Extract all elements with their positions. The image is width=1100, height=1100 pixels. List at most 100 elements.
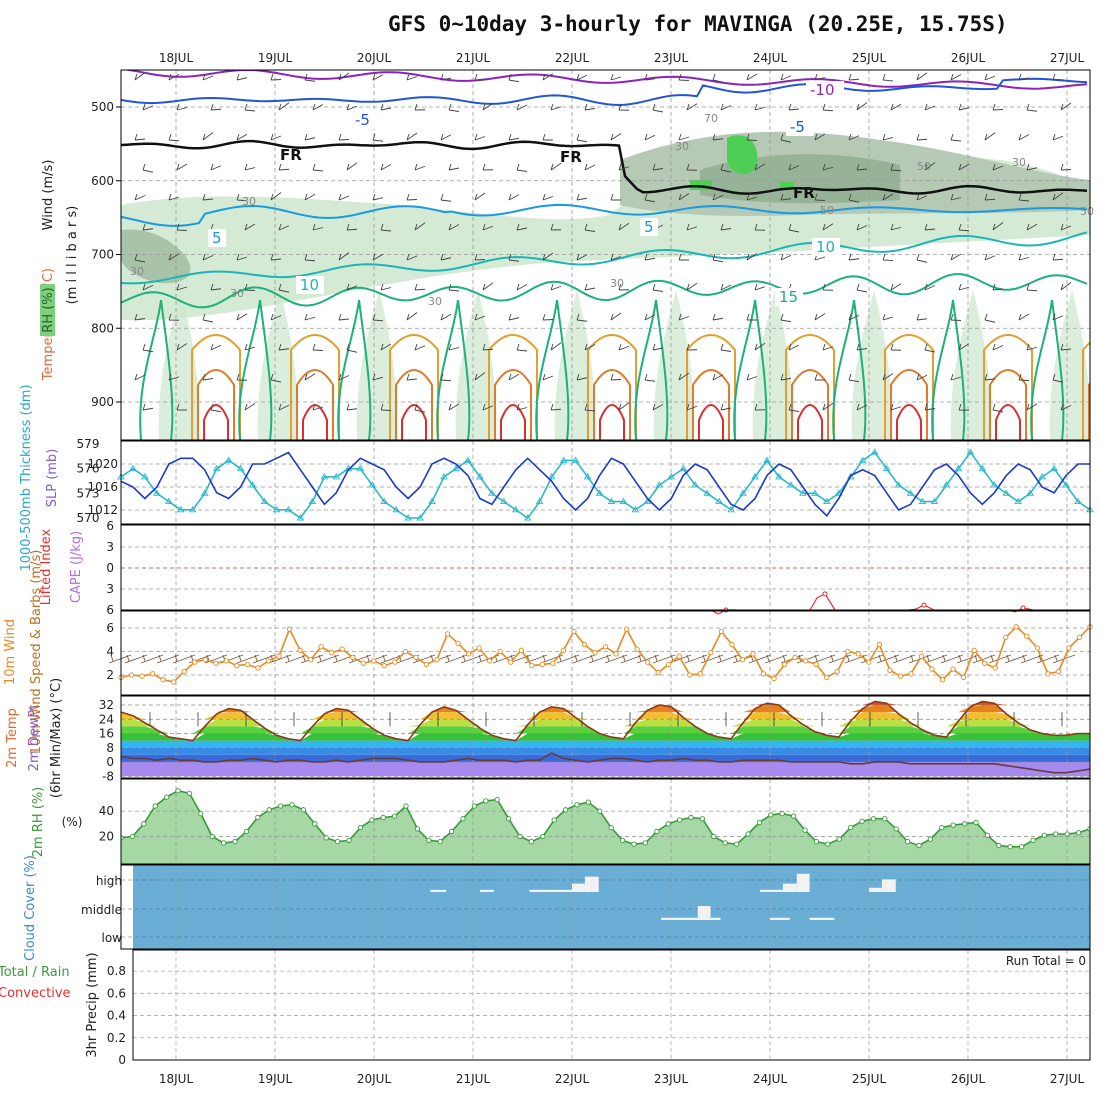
wind-barb bbox=[916, 133, 928, 141]
wind-speed-line-marker bbox=[687, 672, 693, 678]
wind-barb bbox=[1018, 253, 1030, 261]
wind-speed-line-marker bbox=[255, 665, 261, 671]
stability-panel: 6 3 0 3 6 Lifted Index CAPE (J/kg) bbox=[39, 519, 1091, 617]
wind-speed-line-marker bbox=[1066, 645, 1072, 651]
wind-barb bbox=[312, 403, 324, 411]
thickness-line-marker bbox=[236, 464, 245, 472]
rh-contour-label: 50 bbox=[917, 160, 931, 173]
thickness-line-marker bbox=[823, 497, 831, 505]
contour-label-bg bbox=[640, 218, 658, 236]
wind-barb bbox=[1018, 373, 1030, 381]
rh2m-line-marker bbox=[551, 817, 557, 823]
ylabel-precip: 3hr Precip (mm) bbox=[85, 952, 100, 1057]
contour-temp-10 bbox=[121, 231, 1088, 285]
thickness-line-marker bbox=[655, 481, 664, 488]
thickness-line-marker bbox=[153, 489, 161, 496]
wind-barb bbox=[644, 313, 656, 321]
wind-speed-line-marker bbox=[223, 658, 229, 664]
wind-barb bbox=[542, 193, 554, 201]
wind-barb bbox=[236, 133, 248, 141]
lifted-index-marker bbox=[1020, 605, 1026, 611]
freezing-label: FR bbox=[793, 184, 815, 202]
rh2m-line-marker bbox=[1007, 844, 1013, 850]
bottom-date-label: 18JUL bbox=[159, 1072, 194, 1086]
wind-barb bbox=[176, 283, 188, 291]
wind-tick-label: 4 bbox=[106, 645, 114, 659]
wind-speed-line-marker bbox=[192, 659, 198, 665]
wind-barb bbox=[848, 253, 860, 261]
contour-freezing bbox=[121, 139, 1088, 195]
wind-barb bbox=[720, 103, 732, 111]
wind-barb bbox=[508, 73, 520, 83]
contour-warm bbox=[599, 404, 625, 440]
wind-barb bbox=[678, 133, 690, 141]
rh-green-spot bbox=[780, 182, 794, 190]
contour-warm bbox=[884, 334, 934, 440]
rh2m-line-marker bbox=[460, 816, 466, 822]
wind-barb bbox=[372, 313, 384, 322]
wind-speed-line-marker bbox=[486, 658, 493, 664]
rh-plume bbox=[1049, 290, 1090, 440]
wind-barb bbox=[168, 373, 180, 381]
wind-barb bbox=[380, 223, 392, 232]
wind-barb bbox=[788, 163, 800, 171]
wind-barb bbox=[618, 343, 630, 351]
thickness-line-marker bbox=[200, 489, 209, 496]
wind-barb bbox=[712, 253, 724, 263]
wind-barb bbox=[1060, 102, 1072, 111]
wind-barb bbox=[856, 102, 868, 111]
rh2m-line-marker bbox=[676, 817, 683, 823]
top-date-label: 19JUL bbox=[258, 51, 293, 65]
wind-barb bbox=[686, 343, 698, 351]
freezing-label: FR bbox=[560, 148, 582, 166]
wind-barb bbox=[992, 283, 1004, 291]
contour-label-bg bbox=[786, 118, 814, 136]
wind-barb bbox=[270, 192, 282, 201]
rh2m-line-marker bbox=[380, 814, 386, 821]
wind-barb bbox=[610, 133, 622, 141]
wind-barb bbox=[992, 343, 1004, 351]
wind-barb bbox=[618, 163, 630, 171]
thickness-line-marker bbox=[332, 473, 341, 480]
wind-barb bbox=[550, 103, 562, 111]
wind-barb bbox=[448, 163, 460, 171]
ylabel-cloud: Cloud Cover (%) bbox=[23, 855, 38, 961]
pressure-tick-label: 500 bbox=[91, 100, 114, 114]
wind-barb bbox=[372, 253, 384, 261]
wind-speed-line-marker bbox=[655, 670, 661, 676]
wind-barb bbox=[440, 73, 452, 81]
thickness-line-marker bbox=[523, 514, 532, 521]
wind-barb bbox=[584, 163, 596, 171]
wind-barb bbox=[610, 253, 622, 261]
ylabel-rh: RH (%) bbox=[41, 287, 56, 332]
wind-barb bbox=[678, 193, 690, 201]
wind-speed-line-marker bbox=[381, 662, 387, 669]
thickness-line-marker bbox=[392, 505, 400, 513]
contour-label-bg bbox=[351, 111, 379, 129]
wind-barb bbox=[618, 103, 630, 111]
ylabel-wind10m: 10m Wind bbox=[3, 619, 18, 685]
wind-barb bbox=[992, 103, 1004, 111]
wind-barb bbox=[788, 103, 800, 111]
precip-tick-label: 0.6 bbox=[107, 986, 126, 1000]
rh2m-line-marker bbox=[996, 842, 1002, 849]
wind-barb bbox=[958, 163, 970, 171]
rh2m-line-marker bbox=[779, 810, 785, 817]
wind-speed-line-marker bbox=[697, 671, 703, 677]
wind-speed-line-marker bbox=[950, 666, 956, 672]
wind-barb bbox=[142, 343, 154, 353]
rh2m-line-marker bbox=[255, 814, 261, 821]
thickness-line-marker bbox=[476, 473, 484, 480]
wind-barb bbox=[720, 163, 732, 173]
wind-barb bbox=[1052, 73, 1064, 81]
wind-barb bbox=[652, 163, 664, 171]
contour-warm bbox=[896, 404, 922, 440]
rh2m-line-marker bbox=[152, 803, 158, 809]
rh-contour-label: 30 bbox=[242, 195, 256, 208]
wind-speed-line-marker bbox=[244, 661, 251, 668]
rh2m-line-marker bbox=[403, 803, 409, 809]
contour-temp-15-plume bbox=[634, 299, 669, 440]
rh2m-line-marker bbox=[882, 816, 888, 822]
contour-temp-15-plume bbox=[931, 299, 966, 440]
wind-barb bbox=[788, 343, 800, 351]
